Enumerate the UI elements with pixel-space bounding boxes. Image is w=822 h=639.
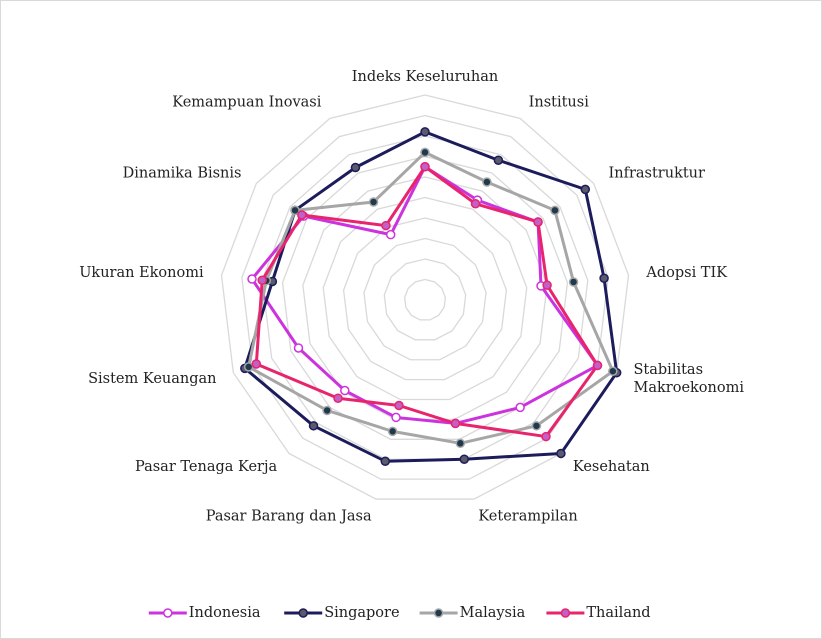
series-marker [243, 362, 254, 372]
axis-label: Pasar Barang dan Jasa [206, 509, 372, 525]
grid-ring [322, 196, 528, 401]
series-marker [420, 147, 430, 158]
series-line [254, 165, 600, 439]
axis-label: Adopsi TIK [645, 265, 728, 281]
series-marker [368, 197, 379, 207]
axis-label: Kesehatan [573, 459, 650, 475]
series-marker [322, 405, 332, 416]
axis-label: Pasar Tenaga Kerja [135, 459, 277, 475]
series-marker [333, 393, 343, 403]
series-marker [340, 385, 350, 396]
grid-ring [220, 94, 630, 500]
series-marker [391, 412, 401, 423]
series-marker [531, 421, 542, 431]
axis-label: Institusi [529, 95, 590, 111]
axis-label-line: Stabilitas [634, 362, 704, 378]
legend-marker [560, 608, 571, 618]
series-marker [482, 177, 492, 187]
series-marker [257, 275, 267, 285]
series-marker [293, 343, 304, 353]
grid-ring [403, 278, 447, 321]
series-line [247, 150, 615, 445]
grid-ring [241, 114, 609, 480]
axis-label: Sistem Keuangan [88, 371, 216, 387]
series-marker [450, 418, 461, 429]
axis-label: Keterampilan [478, 509, 577, 525]
axis-label: Indeks Keseluruhan [352, 69, 498, 85]
series-marker [308, 421, 319, 431]
series-marker [592, 360, 603, 371]
series-marker [380, 456, 391, 466]
grid-ring [363, 237, 487, 361]
series-marker [247, 274, 257, 284]
series-marker [542, 280, 552, 290]
series-marker [568, 277, 579, 287]
legend-marker [433, 608, 444, 618]
series-marker [387, 426, 398, 437]
series-marker [550, 205, 560, 216]
grid-ring [383, 258, 467, 341]
series-marker [420, 162, 430, 172]
series-marker [251, 359, 262, 369]
series-marker [515, 402, 525, 413]
series-marker [556, 448, 566, 459]
axis-label-line: Makroekonomi [634, 380, 745, 396]
series-marker [470, 199, 481, 209]
series-marker [394, 400, 404, 411]
series-marker [459, 454, 469, 464]
series-marker [455, 438, 466, 449]
legend-marker [163, 608, 173, 618]
series-marker [608, 366, 618, 376]
axis-label: Infrastruktur [609, 165, 705, 181]
series-marker [350, 162, 361, 173]
legend-label: Thailand [586, 605, 650, 621]
axis-label: Ukuran Ekonomi [79, 265, 204, 281]
series-marker [381, 220, 391, 231]
grid-ring [342, 217, 508, 381]
series-marker [580, 184, 591, 195]
axis-label: Dinamika Bisnis [123, 165, 242, 181]
series-marker [541, 431, 551, 442]
axis-label: Kemampuan Inovasi [172, 95, 321, 111]
legend-label: Singapore [324, 605, 399, 621]
series-marker [385, 229, 396, 240]
series-marker [599, 273, 609, 284]
series-marker [533, 217, 543, 227]
legend-label: Indonesia [189, 605, 261, 621]
series-marker [493, 155, 504, 165]
series-marker [290, 205, 300, 216]
grid-ring [281, 155, 569, 440]
legend-marker [298, 608, 308, 618]
axis-label: Stabilitas Makroekonomi [634, 362, 745, 396]
series-marker [420, 127, 430, 137]
legend-label: Malaysia [460, 605, 526, 621]
series-marker [297, 210, 307, 220]
